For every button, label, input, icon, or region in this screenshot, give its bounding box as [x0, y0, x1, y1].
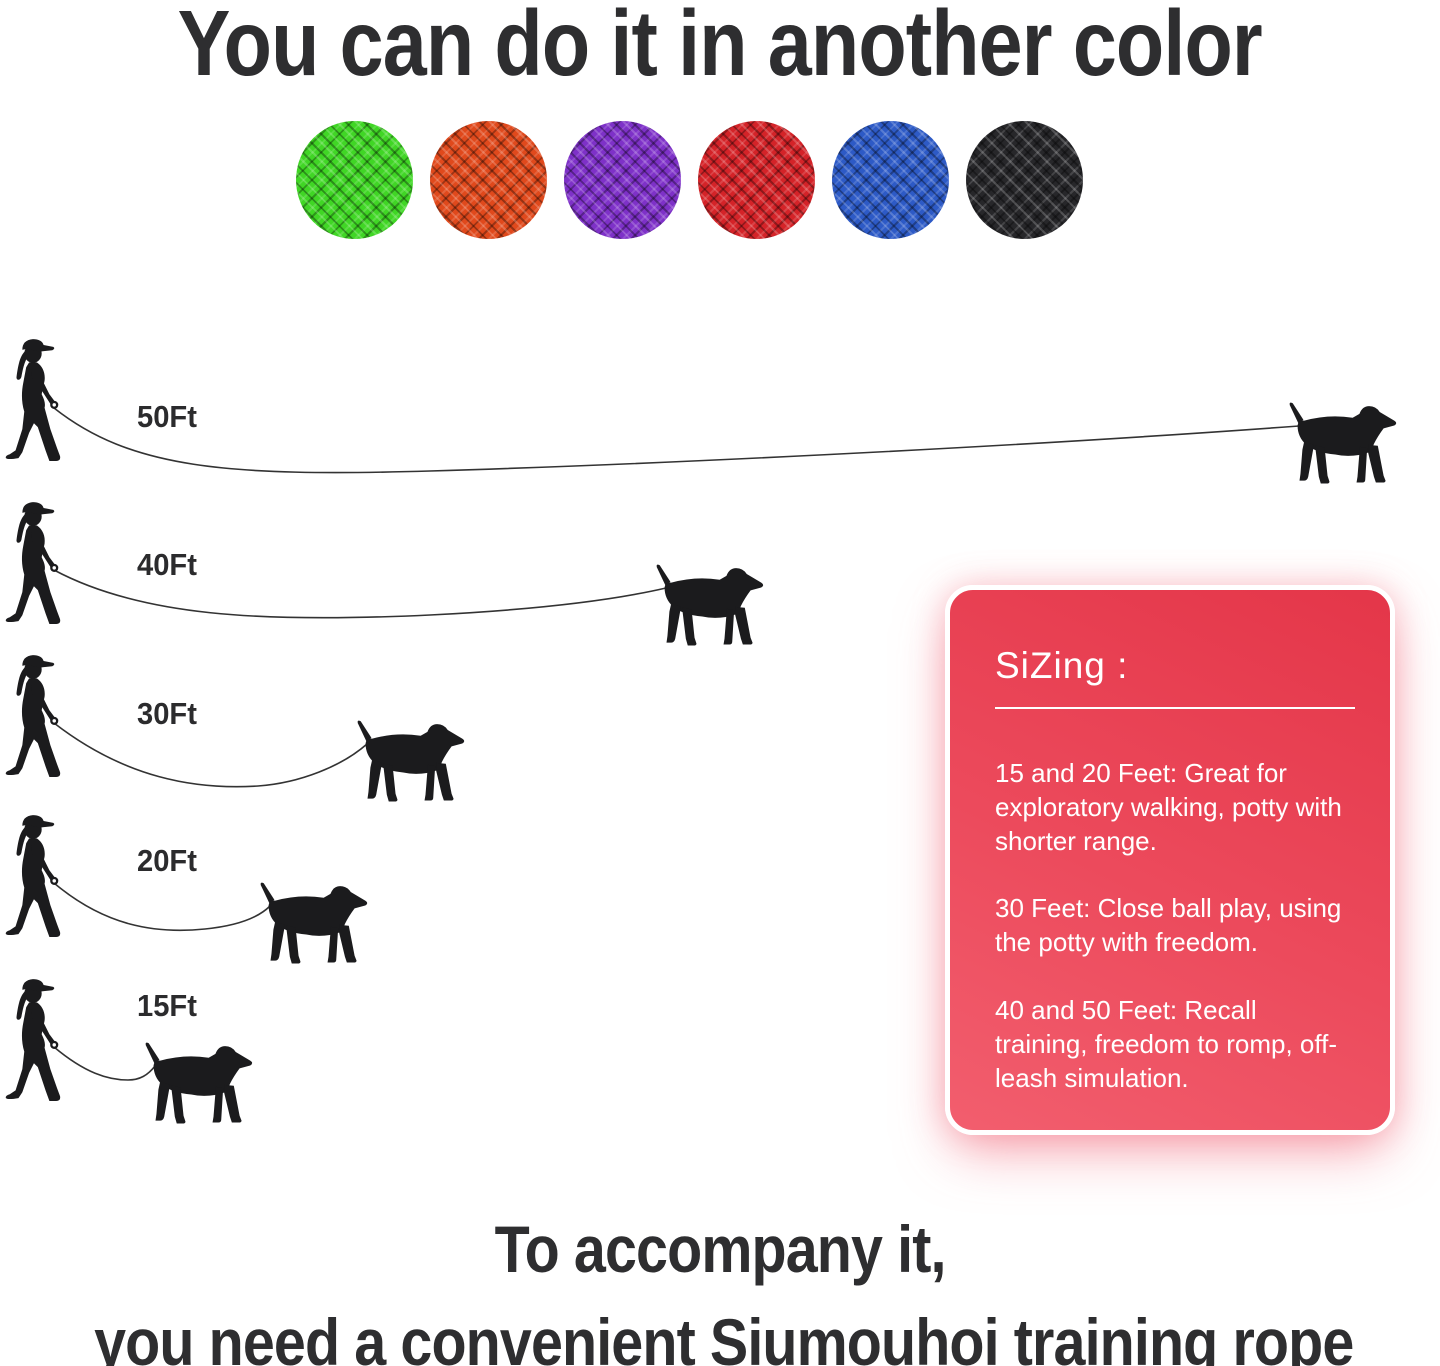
sizing-card-divider [995, 707, 1355, 709]
sizing-item-40-50ft: 40 and 50 Feet: Recall training, freedom… [995, 994, 1338, 1093]
sizing-card: SiZing : 15 and 20 Feet: Great for explo… [945, 585, 1395, 1135]
dog-silhouette-15ft [141, 1036, 257, 1124]
dog-silhouette-40ft [652, 558, 768, 646]
page-title-text: You can do it in another color [177, 0, 1263, 95]
person-silhouette-20ft [3, 808, 61, 948]
sizing-item-15-20ft: 15 and 20 Feet: Great for exploratory wa… [995, 758, 1342, 856]
dog-silhouette-50ft [1285, 396, 1401, 484]
color-swatch-blue [832, 121, 949, 239]
dog-silhouette-20ft [256, 876, 372, 964]
footer-line-1: To accompany it, [494, 1212, 947, 1286]
person-silhouette-15ft [3, 972, 61, 1112]
leash-line-15ft [53, 1046, 156, 1081]
color-options-row [296, 121, 1083, 239]
leash-line-20ft [53, 882, 271, 932]
sizing-card-heading: SiZing : [995, 645, 1129, 686]
person-silhouette-40ft [3, 495, 61, 635]
length-label-15ft: 15Ft [137, 988, 197, 1023]
length-label-30ft: 30Ft [137, 696, 197, 731]
leash-line-50ft [53, 407, 1300, 474]
person-silhouette-30ft [3, 648, 61, 788]
color-swatch-purple [564, 121, 681, 239]
dog-silhouette-30ft [353, 714, 469, 802]
color-swatch-orange [430, 121, 547, 239]
footer-line-2: you need a convenient Siumouhoi training… [94, 1305, 1354, 1366]
color-swatch-red [698, 121, 815, 239]
person-silhouette-50ft [3, 332, 61, 472]
length-label-40ft: 40Ft [137, 547, 197, 582]
color-swatch-black [966, 121, 1083, 239]
length-label-20ft: 20Ft [137, 843, 197, 878]
sizing-item-30ft: 30 Feet: Close ball play, using the pott… [995, 893, 1342, 958]
length-label-50ft: 50Ft [137, 399, 197, 434]
footer-heading: To accompany it, you need a convenient S… [0, 1212, 1440, 1366]
color-swatch-green [296, 121, 413, 239]
page-title: You can do it in another color [0, 0, 1440, 97]
leash-line-30ft [53, 722, 368, 788]
